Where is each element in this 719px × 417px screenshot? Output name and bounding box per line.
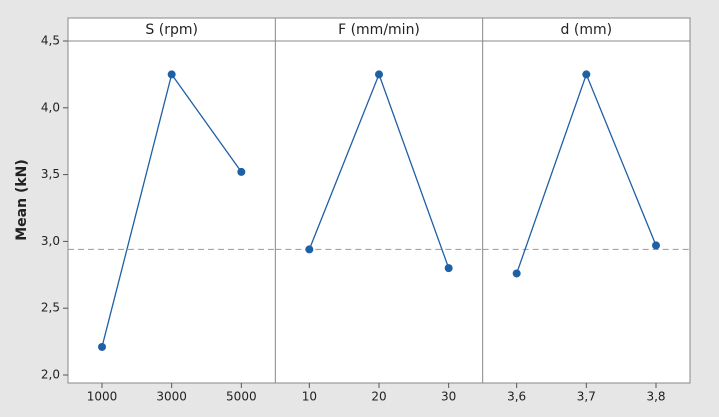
- y-tick-label: 4,5: [41, 34, 60, 48]
- x-tick-label: 30: [441, 390, 456, 404]
- x-tick-label: 1000: [87, 390, 118, 404]
- point: [305, 245, 314, 254]
- x-tick-label: 3000: [156, 390, 187, 404]
- plot-frame: [67, 17, 691, 384]
- x-tick-label: 20: [371, 390, 386, 404]
- x-tick-label: 3,6: [507, 390, 526, 404]
- y-tick-label: 3,5: [41, 167, 60, 181]
- panel-title: S (rpm): [145, 22, 198, 38]
- panel-title: F (mm/min): [338, 22, 420, 38]
- point: [167, 70, 176, 79]
- point: [582, 70, 591, 79]
- x-tick-label: 3,7: [577, 390, 596, 404]
- point: [444, 264, 453, 273]
- y-axis-label: Mean (kN): [14, 159, 30, 241]
- x-tick-label: 3,8: [646, 390, 665, 404]
- x-tick-label: 10: [302, 390, 317, 404]
- y-tick-label: 2,5: [41, 301, 60, 315]
- point: [652, 241, 660, 250]
- x-tick-label: 5000: [226, 390, 257, 404]
- point: [237, 167, 246, 176]
- y-tick-label: 2,0: [41, 368, 60, 382]
- point: [375, 70, 383, 79]
- y-tick-label: 4,0: [41, 100, 60, 114]
- panel-title: d (mm): [561, 22, 613, 38]
- point: [512, 269, 521, 278]
- y-tick-label: 3,0: [41, 234, 60, 248]
- point: [98, 342, 106, 351]
